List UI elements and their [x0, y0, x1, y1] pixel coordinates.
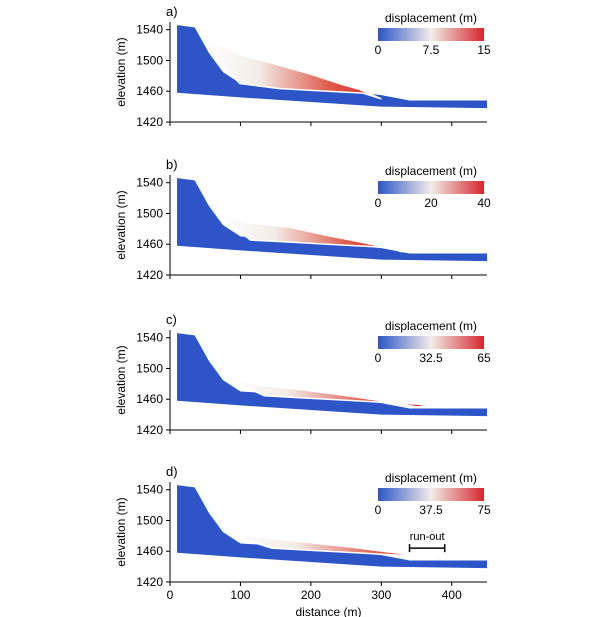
runout-label: run-out	[410, 531, 445, 543]
colorbar	[378, 181, 484, 194]
slide-mass	[218, 214, 403, 253]
colorbar-tick-label: 40	[477, 196, 491, 210]
colorbar-tick-label: 75	[477, 503, 491, 517]
colorbar-title: displacement (m)	[385, 471, 477, 485]
x-tick-label: 100	[230, 588, 250, 602]
y-tick-label: 1460	[136, 237, 163, 251]
y-tick-label: 1420	[136, 575, 163, 589]
slide-mass	[205, 37, 382, 100]
y-tick-label: 1420	[136, 268, 163, 282]
colorbar	[378, 28, 484, 41]
terrain-area	[177, 25, 488, 109]
colorbar-tick-label: 20	[424, 196, 438, 210]
slide-mass	[226, 378, 428, 408]
y-tick-label: 1420	[136, 423, 163, 437]
colorbar	[378, 488, 484, 501]
y-tick-label: 1540	[136, 176, 163, 190]
y-tick-label: 1460	[136, 392, 163, 406]
panel-1: 1540 1500 1460 1420 elevation (m) a) displacem…	[114, 4, 491, 129]
y-tick-label: 1500	[136, 206, 163, 220]
y-tick-label: 1540	[136, 23, 163, 37]
y-tick-label: 1420	[136, 115, 163, 129]
colorbar-title: displacement (m)	[385, 319, 477, 333]
panel-letter: b)	[166, 157, 178, 172]
y-tick-label: 1500	[136, 53, 163, 67]
x-axis-title: distance (m)	[295, 605, 361, 617]
y-tick-label: 1540	[136, 331, 163, 345]
colorbar-tick-label: 65	[477, 351, 491, 365]
colorbar-tick-label: 15	[477, 43, 491, 57]
y-axis-title: elevation (m)	[114, 345, 128, 414]
x-tick-label: 400	[442, 588, 462, 602]
colorbar-tick-label: 0	[375, 503, 382, 517]
panel-3: 1540 1500 1460 1420 elevation (m) c) displacem…	[114, 312, 491, 437]
terrain-area	[177, 485, 488, 569]
panel-letter: c)	[166, 312, 177, 327]
colorbar-tick-label: 7.5	[423, 43, 440, 57]
x-tick-label: 300	[371, 588, 391, 602]
x-tick-label: 200	[301, 588, 321, 602]
colorbar-tick-label: 0	[375, 43, 382, 57]
colorbar-title: displacement (m)	[385, 164, 477, 178]
y-axis-title: elevation (m)	[114, 190, 128, 259]
panel-2: 1540 1500 1460 1420 elevation (m) b) displacem…	[114, 157, 491, 282]
colorbar-tick-label: 0	[375, 351, 382, 365]
colorbar-tick-label: 37.5	[419, 503, 443, 517]
y-tick-label: 1540	[136, 483, 163, 497]
colorbar-tick-label: 32.5	[419, 351, 443, 365]
y-tick-label: 1460	[136, 84, 163, 98]
panel-4: 1540 1500 1460 1420 0 100 200 300 400 elevation (…	[114, 464, 491, 617]
colorbar-title: displacement (m)	[385, 11, 477, 25]
y-tick-label: 1460	[136, 544, 163, 558]
y-tick-label: 1500	[136, 513, 163, 527]
x-tick-label: 0	[167, 588, 174, 602]
colorbar-tick-label: 0	[375, 196, 382, 210]
colorbar	[378, 336, 484, 349]
slide-mass	[227, 531, 445, 560]
panel-letter: d)	[166, 464, 178, 479]
y-axis-title: elevation (m)	[114, 497, 128, 566]
y-axis-title: elevation (m)	[114, 37, 128, 106]
y-tick-label: 1500	[136, 361, 163, 375]
terrain-area	[177, 333, 488, 417]
panel-letter: a)	[166, 4, 178, 19]
